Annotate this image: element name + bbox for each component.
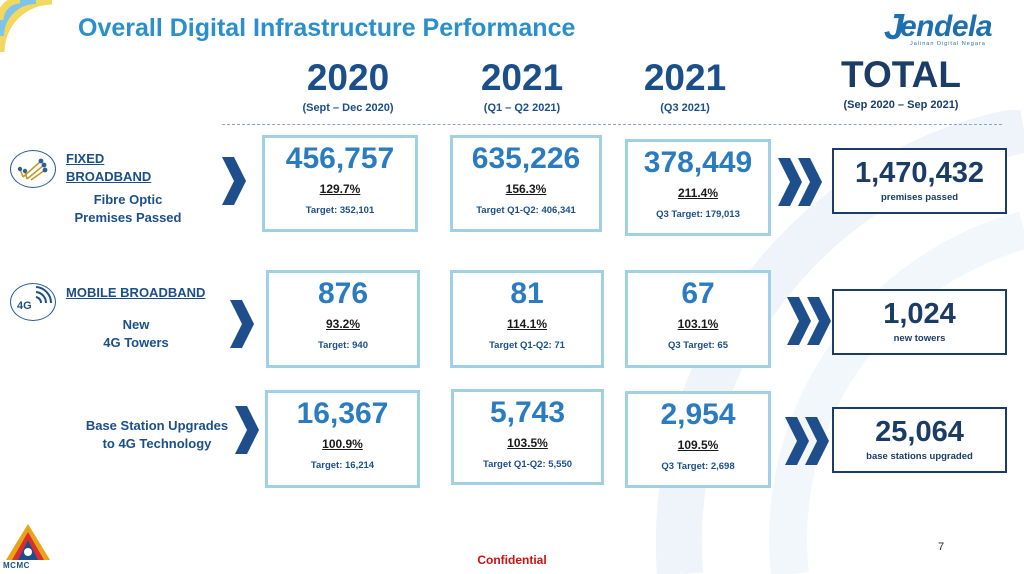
row-label-base-station: Base Station Upgrades to 4G Technology — [78, 417, 236, 453]
column-header-2020: 2020 (Sept – Dec 2020) — [278, 57, 418, 115]
stat-value: 67 — [681, 277, 715, 310]
stat-value: 635,226 — [471, 142, 581, 175]
column-range: (Sep 2020 – Sep 2021) — [843, 99, 959, 111]
total-value: 25,064 — [875, 416, 964, 448]
column-year: 2021 — [480, 57, 564, 98]
stat-value: 81 — [510, 277, 544, 310]
confidential-label: Confidential — [477, 553, 547, 567]
total-value: 1,470,432 — [854, 157, 984, 189]
mcmc-logo-text: MCMC — [3, 561, 30, 570]
column-header-2021-q3: 2021 (Q3 2021) — [615, 57, 755, 115]
stat-value: 456,757 — [285, 142, 395, 175]
row-label-fixed-broadband: FIXED BROADBAND Fibre Optic Premises Pas… — [66, 150, 190, 227]
stat-card: 16,367 100.9% Target: 16,214 — [265, 390, 420, 488]
total-label: base stations upgraded — [866, 451, 973, 462]
row-label-sub1: Fibre Optic — [93, 192, 163, 207]
column-year: 2021 — [643, 57, 727, 98]
header-divider — [222, 124, 1002, 125]
total-card: 1,024 new towers — [832, 289, 1007, 355]
total-label: premises passed — [880, 192, 959, 203]
chevron-right-icon — [235, 406, 259, 454]
row-label-sub2: 4G Towers — [103, 335, 169, 350]
stat-percent: 103.1% — [677, 317, 719, 331]
stat-card: 876 93.2% Target: 940 — [266, 270, 420, 368]
row-label-head: MOBILE BROADBAND — [66, 285, 206, 300]
column-header-2021-h1: 2021 (Q1 – Q2 2021) — [452, 57, 592, 115]
stat-card: 378,449 211.4% Q3 Target: 179,013 — [625, 139, 771, 236]
page-number: 7 — [938, 541, 945, 553]
4g-signal-icon: 4G — [10, 283, 56, 321]
stat-card: 81 114.1% Target Q1-Q2: 71 — [450, 270, 604, 368]
stat-value: 378,449 — [643, 146, 753, 179]
column-year: TOTAL — [841, 54, 961, 95]
stat-card: 2,954 109.5% Q3 Target: 2,698 — [625, 391, 771, 488]
stat-value: 876 — [317, 277, 369, 310]
logo-tagline: Jalinan Digital Negara — [910, 41, 986, 47]
stat-percent: 93.2% — [325, 317, 361, 331]
double-chevron-right-icon — [778, 158, 822, 206]
row-label-mobile-broadband: MOBILE BROADBAND New 4G Towers — [66, 284, 206, 352]
stat-percent: 100.9% — [322, 437, 363, 451]
stat-card: 5,743 103.5% Target Q1-Q2: 5,550 — [451, 389, 604, 485]
stat-value: 16,367 — [296, 397, 389, 430]
stat-target: Target: 16,214 — [310, 460, 375, 471]
4g-label: 4G — [17, 300, 32, 312]
stat-card: 67 103.1% Q3 Target: 65 — [625, 270, 771, 368]
stat-target: Target Q1-Q2: 71 — [489, 340, 565, 351]
total-label: new towers — [893, 333, 946, 344]
stat-value: 5,743 — [489, 396, 566, 429]
stat-percent: 114.1% — [506, 317, 548, 331]
page-title: Overall Digital Infrastructure Performan… — [78, 14, 576, 42]
total-card: 25,064 base stations upgraded — [832, 407, 1007, 473]
row-label-sub1: Base Station Upgrades — [85, 418, 229, 433]
stat-percent: 156.3% — [505, 182, 547, 196]
stat-target: Q3 Target: 179,013 — [656, 209, 740, 220]
logo-initial: J — [884, 6, 905, 47]
stat-card: 456,757 129.7% Target: 352,101 — [262, 135, 418, 232]
double-chevron-right-icon — [787, 297, 831, 345]
chevron-right-icon — [222, 157, 246, 205]
stat-percent: 103.5% — [507, 436, 548, 450]
stat-percent: 109.5% — [677, 438, 719, 452]
stat-target: Target: 352,101 — [305, 205, 375, 216]
stat-target: Q3 Target: 65 — [667, 340, 728, 351]
double-chevron-right-icon — [785, 417, 829, 465]
stat-card: 635,226 156.3% Target Q1-Q2: 406,341 — [450, 135, 602, 232]
column-year: 2020 — [306, 57, 390, 98]
fibre-optic-icon — [10, 150, 56, 188]
stat-percent: 129.7% — [319, 182, 361, 196]
row-label-sub1: New — [122, 317, 150, 332]
total-card: 1,470,432 premises passed — [832, 148, 1007, 214]
stat-value: 2,954 — [660, 398, 736, 431]
stat-target: Target Q1-Q2: 5,550 — [482, 459, 573, 470]
stat-target: Target Q1-Q2: 406,341 — [476, 205, 576, 216]
row-label-head: FIXED BROADBAND — [66, 151, 152, 184]
stat-percent: 211.4% — [677, 186, 719, 200]
column-range: (Sept – Dec 2020) — [302, 102, 394, 114]
column-header-total: TOTAL (Sep 2020 – Sep 2021) — [830, 54, 972, 112]
stat-target: Target: 940 — [318, 340, 368, 351]
column-range: (Q3 2021) — [660, 102, 710, 114]
chevron-right-icon — [230, 300, 254, 348]
jendela-logo: J endela Jalinan Digital Negara — [882, 6, 1017, 50]
row-label-sub2: to 4G Technology — [102, 436, 212, 451]
total-value: 1,024 — [883, 298, 956, 330]
logo-text: endela — [900, 10, 993, 43]
row-label-sub2: Premises Passed — [74, 210, 182, 225]
corner-decoration — [0, 0, 53, 53]
stat-target: Q3 Target: 2,698 — [661, 461, 735, 472]
column-range: (Q1 – Q2 2021) — [483, 102, 561, 114]
